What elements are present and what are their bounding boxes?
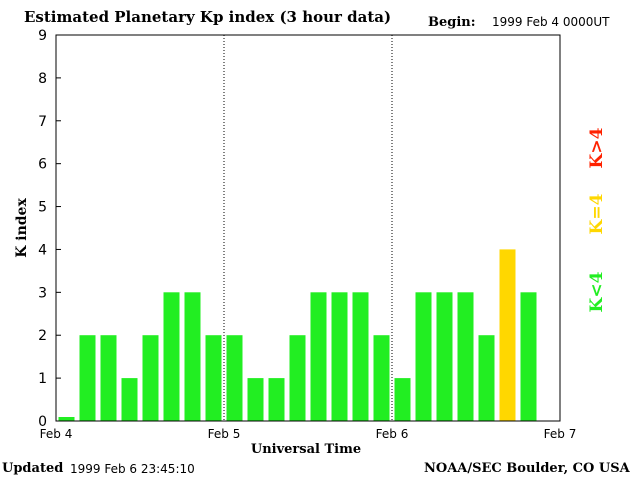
- kp-bar: [436, 292, 453, 421]
- y-axis-ticks: 0 1 2 3 4 5 6 7 8 9: [38, 28, 61, 430]
- y-tick-label: 3: [38, 285, 47, 301]
- chart-title: Estimated Planetary Kp index (3 hour dat…: [24, 8, 392, 26]
- kp-bar: [394, 378, 411, 421]
- day-separators: [223, 35, 393, 421]
- y-tick-label: 5: [38, 200, 47, 216]
- kp-bar: [163, 292, 180, 421]
- legend-item: K<4: [587, 271, 607, 312]
- kp-bar: [478, 335, 495, 421]
- y-tick-label: 7: [38, 114, 47, 130]
- x-tick-label: Feb 5: [208, 427, 241, 441]
- kp-bar: [100, 335, 117, 421]
- x-tick-label: Feb 7: [544, 427, 577, 441]
- kp-bar: [289, 335, 306, 421]
- legend-item: K>4: [587, 127, 607, 168]
- y-tick-label: 1: [38, 371, 47, 387]
- kp-bar: [331, 292, 348, 421]
- y-axis-label: K index: [14, 198, 30, 258]
- updated-value: 1999 Feb 6 23:45:10: [70, 462, 195, 476]
- kp-bar: [58, 417, 75, 421]
- bars-group: [58, 249, 537, 421]
- kp-bar: [268, 378, 285, 421]
- y-tick-label: 4: [38, 242, 47, 258]
- credit-text: NOAA/SEC Boulder, CO USA: [424, 461, 630, 476]
- legend-item: K=4: [587, 193, 607, 234]
- begin-value: 1999 Feb 4 0000UT: [492, 15, 610, 29]
- y-tick-label: 8: [38, 71, 47, 87]
- kp-bar: [520, 292, 537, 421]
- y-tick-label: 9: [38, 28, 47, 44]
- x-tick-label: Feb 4: [40, 427, 73, 441]
- y-tick-label: 2: [38, 328, 47, 344]
- kp-bar: [184, 292, 201, 421]
- kp-bar: [226, 335, 243, 421]
- x-tick-label: Feb 6: [376, 427, 409, 441]
- y-tick-label: 0: [38, 414, 47, 430]
- plot-frame: [55, 34, 561, 422]
- kp-bar: [499, 249, 516, 421]
- kp-bar: [121, 378, 138, 421]
- legend: K>4 K=4 K<4: [587, 127, 607, 312]
- kp-bar: [457, 292, 474, 421]
- updated-label: Updated: [2, 461, 64, 476]
- x-axis-label: Universal Time: [251, 442, 361, 457]
- kp-bar: [415, 292, 432, 421]
- y-tick-label: 6: [38, 157, 47, 173]
- kp-bar: [247, 378, 264, 421]
- begin-label: Begin:: [428, 15, 476, 30]
- kp-bar: [352, 292, 369, 421]
- kp-bar: [310, 292, 327, 421]
- x-axis-ticks: Feb 4 Feb 5 Feb 6 Feb 7: [40, 427, 577, 441]
- kp-bar: [79, 335, 96, 421]
- kp-bar: [205, 335, 222, 421]
- kp-bar: [373, 335, 390, 421]
- kp-bar: [142, 335, 159, 421]
